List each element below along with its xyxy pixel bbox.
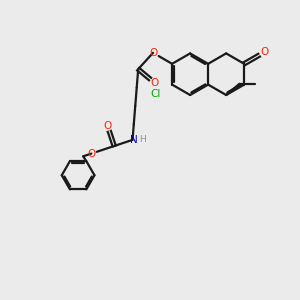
Text: O: O xyxy=(150,78,158,88)
Text: O: O xyxy=(103,121,112,131)
Text: H: H xyxy=(139,135,145,144)
Text: N: N xyxy=(130,135,137,145)
Text: O: O xyxy=(87,148,95,159)
Text: O: O xyxy=(150,48,158,58)
Text: O: O xyxy=(260,47,269,57)
Text: Cl: Cl xyxy=(150,89,161,99)
